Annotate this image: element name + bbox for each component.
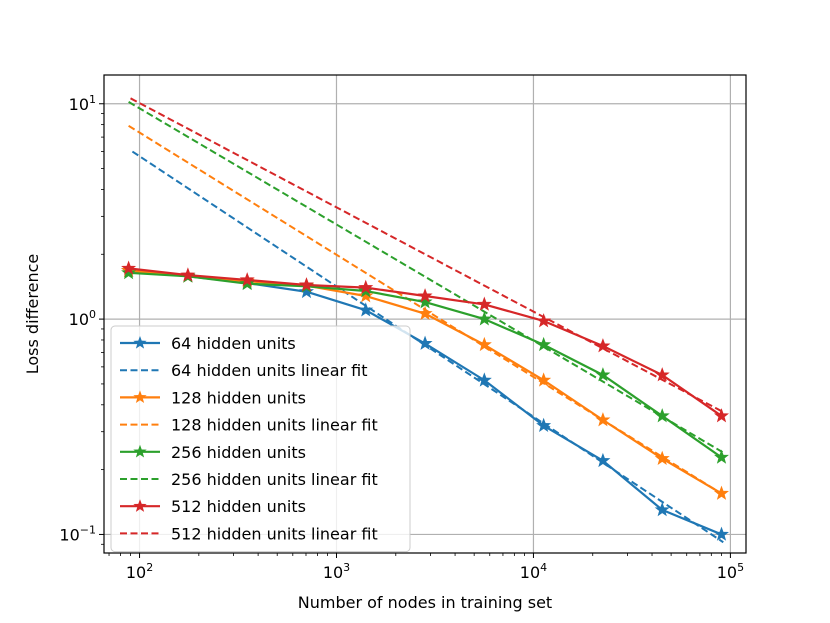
legend-label: 64 hidden units <box>171 334 296 353</box>
y-tick-label-exponent: −1 <box>80 523 96 536</box>
data-point-64-hidden-units <box>536 417 552 433</box>
y-tick-label-base: 10 <box>59 525 79 544</box>
y-tick-label: 101 <box>69 93 96 114</box>
legend-label: 512 hidden units linear fit <box>171 524 378 543</box>
x-tick-label-base: 10 <box>717 563 737 582</box>
x-tick-label-base: 10 <box>520 563 540 582</box>
x-tick-label-exponent: 2 <box>146 561 153 574</box>
fit-line-512-hidden-units-linear-fit <box>130 97 724 413</box>
x-tick-label: 102 <box>126 561 153 582</box>
grid <box>104 75 746 553</box>
legend: 64 hidden units 64 hidden units linear fi… <box>110 325 411 553</box>
data-point-256-hidden-units <box>417 294 433 309</box>
legend-label: 128 hidden units <box>171 388 306 407</box>
legend-marker <box>133 390 147 404</box>
data-point-128-hidden-units <box>358 288 374 303</box>
data-point-128-hidden-units <box>654 450 670 465</box>
data-point-512-hidden-units <box>714 408 729 423</box>
y-tick-label-base: 10 <box>69 95 89 114</box>
x-tick-label-base: 10 <box>126 563 146 582</box>
data-point-512-hidden-units <box>595 338 611 353</box>
y-axis-label: Loss difference <box>23 254 42 375</box>
x-tick-label: 103 <box>323 561 350 582</box>
data-point-512-hidden-units <box>121 260 137 275</box>
legend-marker <box>133 499 147 512</box>
legend-label: 256 hidden units <box>171 443 306 462</box>
legend-label: 64 hidden units linear fit <box>171 361 368 380</box>
data-point-64-hidden-units <box>417 335 433 350</box>
data-point-256-hidden-units <box>714 449 729 464</box>
x-tick-label-exponent: 5 <box>737 561 744 574</box>
data-point-512-hidden-units <box>654 367 670 382</box>
y-tick-label-exponent: 1 <box>89 93 96 106</box>
data-point-512-hidden-units <box>358 279 374 294</box>
y-tick-label-base: 10 <box>69 310 89 329</box>
data-point-64-hidden-units <box>298 283 314 299</box>
data-point-512-hidden-units <box>239 272 255 287</box>
data-point-64-hidden-units <box>714 526 729 541</box>
data-point-512-hidden-units <box>298 277 314 292</box>
x-tick-label-exponent: 4 <box>540 561 547 574</box>
data-point-512-hidden-units <box>180 267 196 282</box>
legend-box <box>110 325 411 553</box>
data-point-256-hidden-units <box>476 311 492 326</box>
x-tick-label: 104 <box>520 561 547 582</box>
legend-label: 128 hidden units linear fit <box>171 416 378 435</box>
data-point-512-hidden-units <box>417 288 433 303</box>
x-tick-label-exponent: 3 <box>343 561 350 574</box>
data-point-256-hidden-units <box>121 264 137 280</box>
data-point-256-hidden-units <box>595 367 611 382</box>
fit-line-128-hidden-units-linear-fit <box>128 124 724 496</box>
plot-frame <box>103 74 747 554</box>
y-tick-label: 100 <box>69 308 96 329</box>
legend-label: 256 hidden units linear fit <box>171 470 378 489</box>
plot-lines <box>121 97 729 544</box>
legend-marker <box>133 336 147 349</box>
data-point-128-hidden-units <box>417 305 433 321</box>
data-point-64-hidden-units <box>654 502 670 517</box>
y-tick-label: 10−1 <box>59 523 96 544</box>
legend-label: 512 hidden units <box>171 497 306 516</box>
x-tick-label: 105 <box>717 561 744 582</box>
data-point-512-hidden-units <box>476 296 492 311</box>
legend-marker <box>133 444 147 458</box>
fit-line-64-hidden-units-linear-fit <box>131 150 724 544</box>
x-axis-label: Number of nodes in training set <box>298 593 552 612</box>
y-tick-label-exponent: 0 <box>89 308 96 321</box>
x-tick-label-base: 10 <box>323 563 343 582</box>
